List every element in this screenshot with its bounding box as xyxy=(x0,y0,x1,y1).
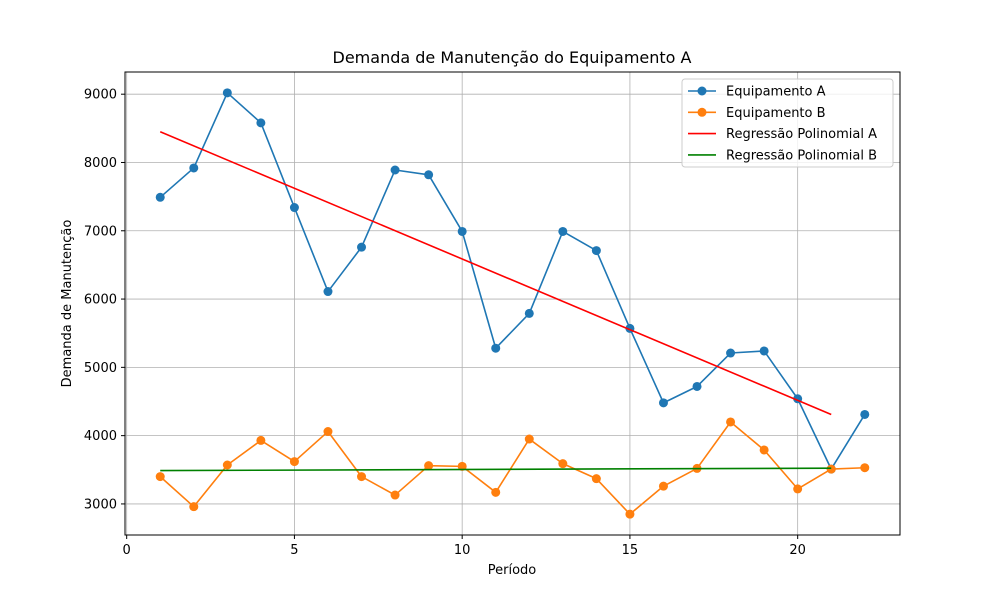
data-point xyxy=(558,459,568,469)
ticks: 0 5 10 15 20 3000 4000 5000 6000 7000 8000 9000 xyxy=(84,88,806,558)
data-point xyxy=(155,192,165,202)
data-point xyxy=(793,484,803,494)
legend-marker xyxy=(697,107,707,117)
data-point xyxy=(323,427,333,437)
data-point xyxy=(357,472,367,482)
data-point xyxy=(860,463,870,473)
series-line-1 xyxy=(159,92,866,470)
data-point xyxy=(222,88,232,98)
y-tick-label: 6000 xyxy=(84,293,117,308)
data-point xyxy=(558,226,568,236)
data-point xyxy=(491,487,501,497)
data-point xyxy=(692,381,702,391)
data-point xyxy=(424,461,434,471)
data-point xyxy=(658,398,668,408)
legend-label: Regressão Polinomial B xyxy=(726,148,877,163)
data-point xyxy=(625,509,635,519)
x-tick-label: 15 xyxy=(622,543,639,558)
data-point xyxy=(256,118,266,128)
data-point xyxy=(357,242,367,252)
plot-frame xyxy=(124,71,901,536)
legend-box xyxy=(681,78,894,168)
data-point xyxy=(289,457,299,467)
data-point xyxy=(591,246,601,256)
y-tick-label: 9000 xyxy=(84,88,117,103)
data-point xyxy=(189,502,199,512)
legend-label: Regressão Polinomial A xyxy=(726,127,877,142)
legend-marker xyxy=(697,86,707,96)
data-point xyxy=(591,474,601,484)
chart-title: Demanda de Manutenção do Equipamento A xyxy=(333,48,692,67)
data-point xyxy=(289,203,299,213)
y-tick-label: 8000 xyxy=(84,156,117,171)
data-point xyxy=(323,287,333,297)
data-point xyxy=(457,226,467,236)
x-axis-label: Período xyxy=(488,563,537,578)
data-point xyxy=(155,472,165,482)
y-axis-label: Demanda de Manutenção xyxy=(60,220,75,388)
x-tick-label: 10 xyxy=(454,543,471,558)
data-point xyxy=(524,308,534,318)
series-line-2 xyxy=(159,421,865,515)
series-line-3 xyxy=(159,131,832,416)
data-point xyxy=(457,461,467,471)
data-point xyxy=(759,445,769,455)
y-tick-label: 4000 xyxy=(84,429,117,444)
legend-label: Equipamento A xyxy=(726,85,826,100)
data-point xyxy=(726,417,736,427)
data-point xyxy=(491,343,501,353)
data-point xyxy=(726,348,736,358)
series-line-4 xyxy=(160,467,832,472)
legend: Equipamento A Equipamento B Regressão Poli… xyxy=(681,78,894,168)
legend-label: Equipamento B xyxy=(726,106,826,121)
y-tick-label: 3000 xyxy=(84,497,117,512)
data-point xyxy=(759,346,769,356)
y-tick-label: 7000 xyxy=(84,224,117,239)
x-tick-label: 20 xyxy=(789,543,806,558)
data-point xyxy=(860,409,870,419)
data-point xyxy=(390,165,400,175)
plot-lines xyxy=(155,88,870,519)
data-point xyxy=(424,170,434,180)
data-point xyxy=(256,435,266,445)
data-point xyxy=(222,460,232,470)
y-tick-label: 5000 xyxy=(84,361,117,376)
data-point xyxy=(390,490,400,500)
data-point xyxy=(658,481,668,491)
data-point xyxy=(524,434,534,444)
x-tick-label: 0 xyxy=(123,543,131,558)
data-point xyxy=(189,163,199,173)
data-point xyxy=(826,464,836,474)
x-tick-label: 5 xyxy=(290,543,298,558)
